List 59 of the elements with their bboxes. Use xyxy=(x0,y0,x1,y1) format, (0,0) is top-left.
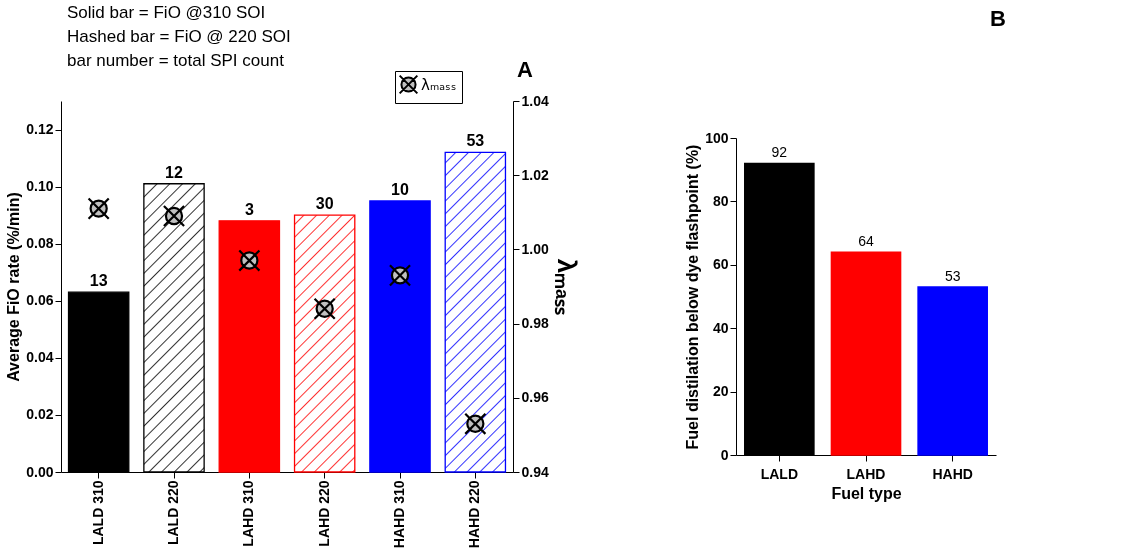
bar xyxy=(218,220,281,473)
x-tick-label: LAHD 310 xyxy=(240,480,257,547)
y2-tick-label: 1.04 xyxy=(521,92,549,109)
data-label: 64 xyxy=(858,233,874,250)
y-tick-label: 80 xyxy=(712,192,729,209)
y-tick-label: 20 xyxy=(712,383,729,400)
y-tick-label: 0.04 xyxy=(26,349,54,366)
y-tick-label: 0.12 xyxy=(26,121,54,138)
data-label: 53 xyxy=(944,267,961,284)
y2-tick-label: 0.94 xyxy=(521,463,549,480)
y-tick-label: 0.06 xyxy=(26,292,54,309)
annotation: 30 xyxy=(315,195,334,213)
x-tick-label: LAHD xyxy=(846,465,886,482)
chart-title: A xyxy=(517,57,534,82)
annotation: 10 xyxy=(391,180,409,198)
y-tick-label: 40 xyxy=(712,319,729,336)
x-tick-label: LALD 220 xyxy=(165,480,181,546)
chart-title: B xyxy=(990,6,1006,31)
annotation: 13 xyxy=(89,272,108,290)
data-label: 92 xyxy=(771,144,788,161)
point xyxy=(388,264,412,287)
point xyxy=(313,297,336,320)
point xyxy=(87,197,110,220)
x-tick-label: LALD xyxy=(760,465,798,482)
point xyxy=(162,204,186,228)
y-tick-label: 0.08 xyxy=(26,235,54,252)
y-tick-label: 100 xyxy=(705,129,729,146)
y-axis-title: Fuel distilation below dye flashpoint (%) xyxy=(684,144,702,450)
bar xyxy=(444,151,507,473)
y2-tick-label: 0.98 xyxy=(521,315,549,332)
x-tick-label: LALD 310 xyxy=(89,480,106,546)
y2-tick-label: 0.96 xyxy=(521,389,549,406)
y-tick-label: 0.02 xyxy=(26,406,54,423)
x-tick-label: LAHD 220 xyxy=(315,480,332,547)
x-tick-label: HAHD xyxy=(932,465,973,482)
text: Hashed bar = FiO @ 220 SOI xyxy=(67,27,291,46)
bar xyxy=(917,286,988,456)
x-tick-label: HAHD 310 xyxy=(391,480,407,549)
y2-tick-label: 1.00 xyxy=(521,240,549,257)
y-axis-title: Average FiO rate (%/min) xyxy=(5,192,23,382)
bar xyxy=(830,251,902,456)
annotation: 3 xyxy=(244,200,254,218)
y-tick-label: 0.10 xyxy=(26,178,54,195)
y-tick-label: 60 xyxy=(712,256,729,273)
point xyxy=(464,412,487,435)
point xyxy=(238,249,261,272)
bar xyxy=(369,200,431,473)
annotation: 12 xyxy=(165,163,183,181)
y-tick-label: 0.00 xyxy=(26,463,54,480)
legend-label: λₘₐₛₛ xyxy=(421,75,457,94)
y2-tick-label: 1.02 xyxy=(521,166,549,183)
y-tick-label: 0 xyxy=(720,446,729,463)
x-axis-title: Fuel type xyxy=(831,484,902,502)
annotation: 53 xyxy=(466,132,485,150)
text: Solid bar = FiO @310 SOI xyxy=(67,3,266,22)
text: bar number = total SPI count xyxy=(67,51,285,70)
y2-axis-title: λₘₐₛₛ xyxy=(551,258,582,316)
bar xyxy=(293,214,356,473)
x-tick-label: HAHD 220 xyxy=(466,480,483,549)
